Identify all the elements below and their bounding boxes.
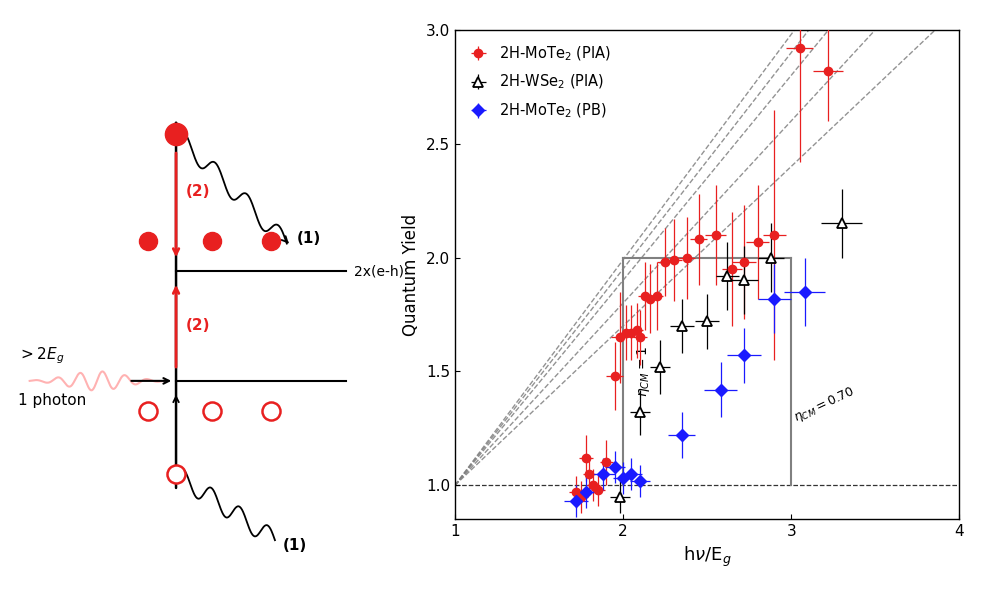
Text: 2x(e-h): 2x(e-h)	[354, 264, 405, 278]
Text: $>2E_g$: $>2E_g$	[18, 346, 64, 367]
Y-axis label: Quantum Yield: Quantum Yield	[403, 214, 420, 336]
X-axis label: h$\nu$/E$_g$: h$\nu$/E$_g$	[682, 545, 732, 569]
Text: (2): (2)	[186, 184, 211, 199]
Text: (2): (2)	[186, 318, 211, 334]
Text: 1 photon: 1 photon	[18, 393, 86, 408]
Legend: 2H-MoTe$_2$ (PIA), 2H-WSe$_2$ (PIA), 2H-MoTe$_2$ (PB): 2H-MoTe$_2$ (PIA), 2H-WSe$_2$ (PIA), 2H-…	[462, 37, 618, 127]
Text: (1): (1)	[283, 538, 308, 553]
Text: $\eta_{CM}=1$: $\eta_{CM}=1$	[635, 346, 652, 397]
Text: $\eta_{CM}=0.70$: $\eta_{CM}=0.70$	[791, 384, 857, 426]
Text: (1): (1)	[297, 230, 321, 245]
